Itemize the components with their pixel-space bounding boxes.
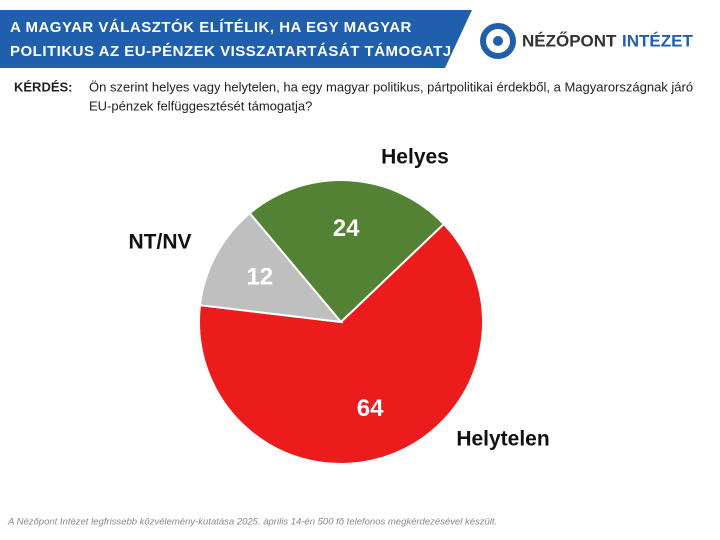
category-label: Helyes: [381, 146, 449, 169]
category-label: NT/NV: [129, 231, 192, 254]
header-banner: [0, 10, 472, 68]
pie: 24 Helyes 64 Helytelen 12 NT/NV: [129, 146, 550, 465]
value-label: 12: [246, 263, 273, 290]
pie-slice: [198, 211, 344, 324]
question-label: KÉRDÉS:: [14, 79, 73, 94]
footnote: A Nézőpont Intézet legfrissebb közvélemé…: [7, 517, 497, 528]
logo-text: INTÉZET: [622, 31, 693, 50]
pie-slice: [248, 179, 446, 324]
question-text: Ön szerint helyes vagy helytelen, ha egy…: [89, 79, 693, 94]
value-label: 24: [333, 215, 360, 242]
header-title: POLITIKUS AZ EU-PÉNZEK VISSZATARTÁSÁT TÁ…: [10, 43, 463, 60]
pie-slice: [198, 222, 484, 465]
question-text: EU-pénzek felfüggesztését támogatja?: [89, 98, 312, 113]
value-label: 64: [357, 395, 384, 422]
logo-text: NÉZŐPONT: [522, 31, 617, 50]
category-label: Helytelen: [456, 428, 549, 451]
logo-icon: [480, 23, 516, 59]
header-title: A MAGYAR VÁLASZTÓK ELÍTÉLIK, HA EGY MAGY…: [10, 18, 412, 36]
